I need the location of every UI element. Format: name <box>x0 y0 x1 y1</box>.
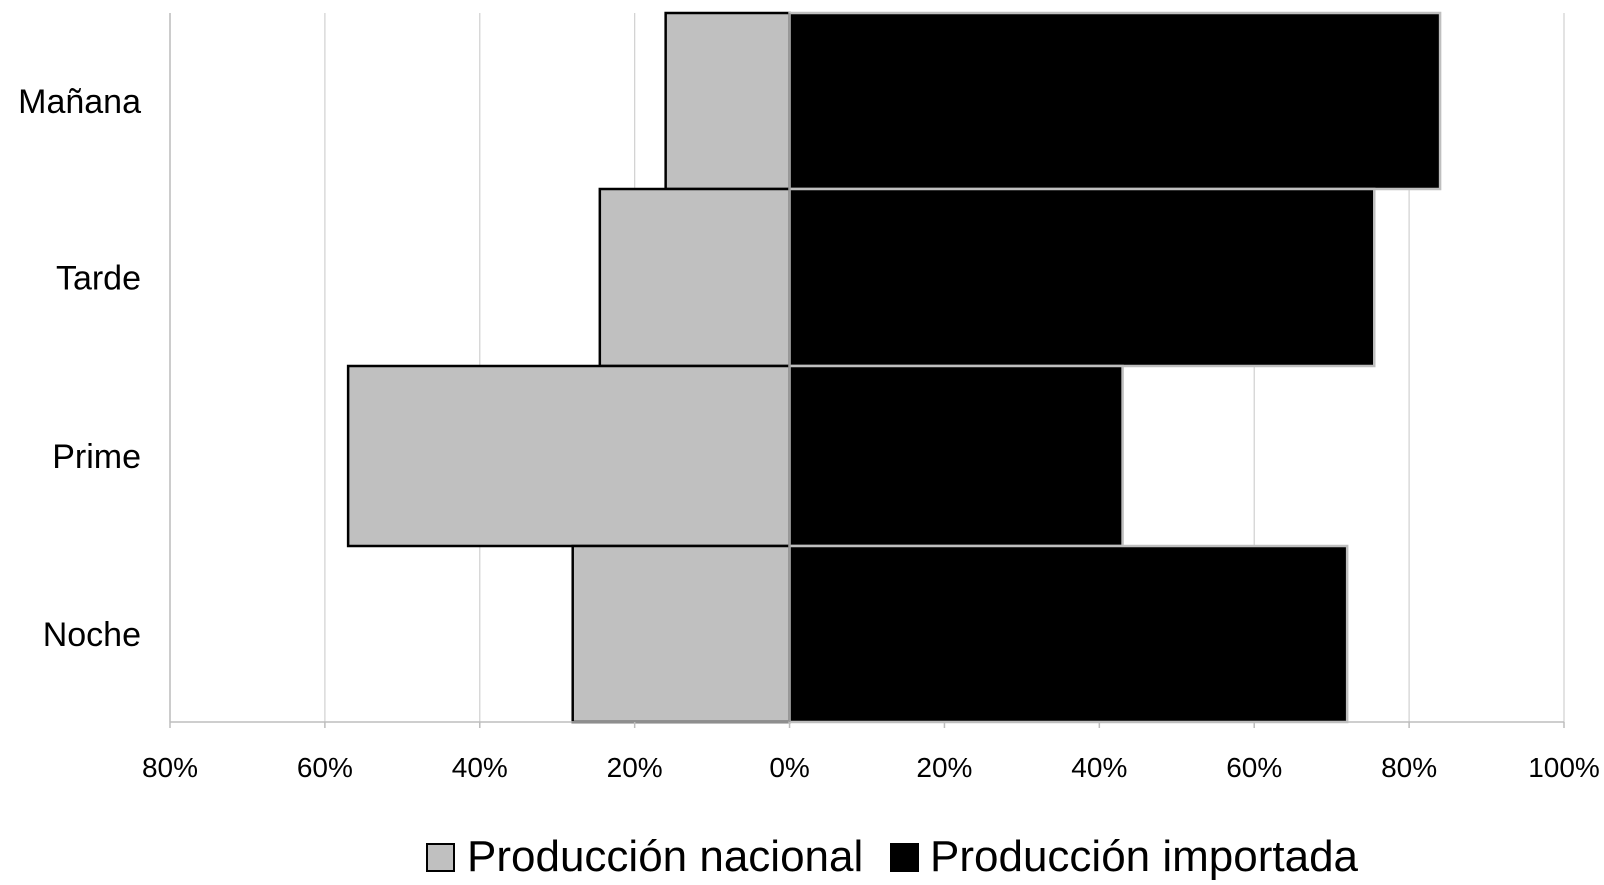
x-tick-labels: 80% 60% 40% 20% 0% 20% 40% 60% 80% 100% <box>142 752 1600 783</box>
bar-nacional-mañana <box>664 11 791 191</box>
axes <box>169 13 1565 728</box>
category-label: Prime <box>52 438 141 476</box>
legend-swatch <box>426 843 455 872</box>
x-tick-label: 0% <box>769 752 809 783</box>
category-label: Tarde <box>56 260 141 298</box>
x-tick-label: 80% <box>142 752 198 783</box>
bar-nacional-noche <box>571 544 791 724</box>
category-labels: Mañana Tarde Prime Noche <box>18 83 141 654</box>
legend-swatch <box>890 843 919 872</box>
bar-importada-prime <box>788 364 1124 548</box>
x-tick-label: 40% <box>1071 752 1127 783</box>
bar-importada-mañana <box>788 11 1442 191</box>
legend-label: Producción importada <box>930 832 1359 880</box>
x-tick-label: 100% <box>1528 752 1600 783</box>
bar-nacional-tarde <box>598 187 791 368</box>
legend: Producción nacional Producción importada <box>426 832 1359 881</box>
x-tick-label: 40% <box>452 752 508 783</box>
x-tick-label: 60% <box>297 752 353 783</box>
x-tick-label: 20% <box>607 752 663 783</box>
bar-nacional-prime <box>346 364 791 548</box>
x-tick-label: 80% <box>1381 752 1437 783</box>
category-label: Mañana <box>18 83 141 121</box>
legend-label: Producción nacional <box>467 832 863 880</box>
bars <box>346 11 1442 724</box>
x-tick-label: 20% <box>916 752 972 783</box>
x-tick-label: 60% <box>1226 752 1282 783</box>
bar-importada-tarde <box>788 187 1376 368</box>
bar-importada-noche <box>788 544 1349 724</box>
category-label: Noche <box>43 616 141 654</box>
